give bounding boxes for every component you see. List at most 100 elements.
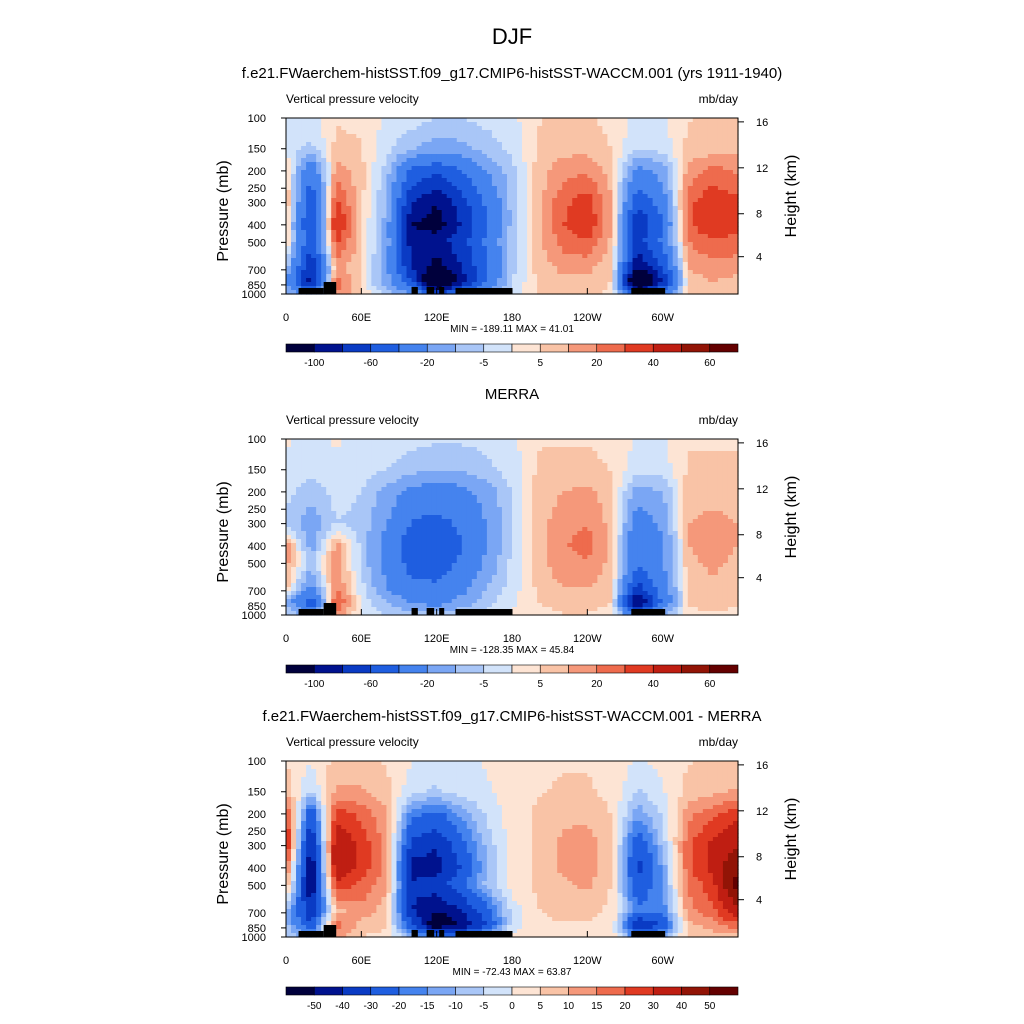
field-cell [662, 451, 669, 456]
field-cell [712, 270, 719, 275]
field-cell [527, 270, 533, 275]
field-cell [461, 254, 468, 259]
field-cell [687, 258, 694, 263]
field-cell [341, 122, 347, 127]
field-cell [687, 463, 694, 468]
field-cell [517, 126, 523, 131]
field-cell [411, 142, 418, 147]
field-cell [702, 158, 709, 163]
field-cell [326, 475, 332, 480]
field-cell [471, 214, 478, 219]
field-cell [727, 443, 734, 448]
field-cell [501, 174, 508, 179]
field-cell [682, 246, 689, 251]
field-cell [296, 250, 302, 255]
field-cell [501, 210, 508, 215]
field-cell [717, 126, 724, 131]
field-cell [401, 206, 408, 211]
field-cell [456, 226, 463, 231]
field-cell [436, 218, 443, 223]
field-cell [436, 162, 443, 167]
field-cell [466, 471, 473, 476]
field-cell [652, 463, 659, 468]
field-cell [657, 182, 664, 187]
field-cell [677, 471, 684, 476]
field-cell [356, 174, 362, 179]
field-cell [632, 150, 639, 155]
field-cell [597, 130, 603, 135]
field-cell [552, 214, 558, 219]
field-cell [517, 234, 523, 239]
field-cell [446, 471, 453, 476]
field-cell [471, 451, 478, 456]
field-cell [456, 222, 463, 227]
field-cell [491, 218, 498, 223]
field-cell [481, 126, 488, 131]
field-cell [451, 138, 458, 143]
field-cell [522, 134, 528, 139]
field-cell [456, 467, 463, 472]
field-cell [657, 439, 664, 444]
field-cell [542, 242, 548, 247]
field-cell [652, 467, 659, 472]
field-cell [401, 262, 408, 267]
field-cell [572, 447, 578, 452]
field-cell [707, 270, 714, 275]
field-cell [331, 262, 337, 267]
field-cell [537, 286, 543, 291]
field-cell [311, 174, 317, 179]
field-cell [622, 475, 629, 480]
field-cell [456, 238, 463, 243]
field-cell [326, 463, 332, 468]
field-cell [677, 451, 684, 456]
field-cell [717, 258, 724, 263]
field-cell [662, 443, 669, 448]
field-cell [501, 447, 508, 452]
field-cell [682, 447, 689, 452]
field-cell [682, 242, 689, 247]
field-cell [637, 178, 644, 183]
field-cell [401, 254, 408, 259]
field-cell [471, 126, 478, 131]
field-cell [316, 254, 322, 259]
field-cell [557, 190, 563, 195]
field-cell [672, 174, 679, 179]
field-cell [356, 479, 362, 484]
field-cell [366, 258, 372, 263]
field-cell [707, 118, 714, 123]
field-cell [537, 174, 543, 179]
field-cell [707, 459, 714, 464]
field-cell [466, 122, 473, 127]
field-cell [527, 226, 533, 231]
field-cell [341, 202, 347, 207]
field-cell [496, 250, 503, 255]
field-cell [702, 222, 709, 227]
field-cell [381, 206, 388, 211]
field-cell [411, 158, 418, 163]
field-cell [517, 274, 523, 279]
field-cell [572, 150, 578, 155]
field-cell [622, 246, 629, 251]
field-cell [692, 238, 699, 243]
field-cell [326, 443, 332, 448]
field-cell [682, 170, 689, 175]
field-cell [642, 202, 649, 207]
field-cell [692, 230, 699, 235]
field-cell [627, 238, 634, 243]
field-cell [722, 246, 729, 251]
field-cell [376, 278, 383, 283]
field-cell [361, 210, 367, 215]
field-cell [421, 170, 428, 175]
field-cell [321, 142, 327, 147]
field-cell [682, 166, 689, 171]
field-cell [657, 146, 664, 151]
field-cell [406, 266, 413, 271]
field-cell [537, 186, 543, 191]
field-cell [712, 138, 719, 143]
field-cell [301, 471, 307, 476]
field-cell [441, 134, 448, 139]
field-cell [732, 182, 739, 187]
field-cell [727, 130, 734, 135]
field-cell [597, 467, 603, 472]
field-cell [426, 150, 433, 155]
